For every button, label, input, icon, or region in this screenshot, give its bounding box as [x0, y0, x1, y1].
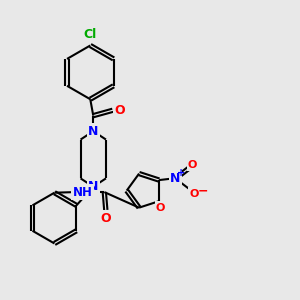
Text: N: N — [170, 172, 181, 185]
Text: O: O — [115, 104, 125, 117]
Text: O: O — [100, 212, 111, 225]
Text: +: + — [177, 168, 185, 178]
Text: Cl: Cl — [84, 28, 97, 40]
Text: O: O — [189, 188, 199, 199]
Text: N: N — [88, 180, 98, 193]
Text: O: O — [156, 203, 165, 213]
Text: N: N — [88, 125, 98, 138]
Text: −: − — [198, 185, 208, 198]
Text: O: O — [188, 160, 197, 170]
Text: NH: NH — [73, 186, 93, 199]
